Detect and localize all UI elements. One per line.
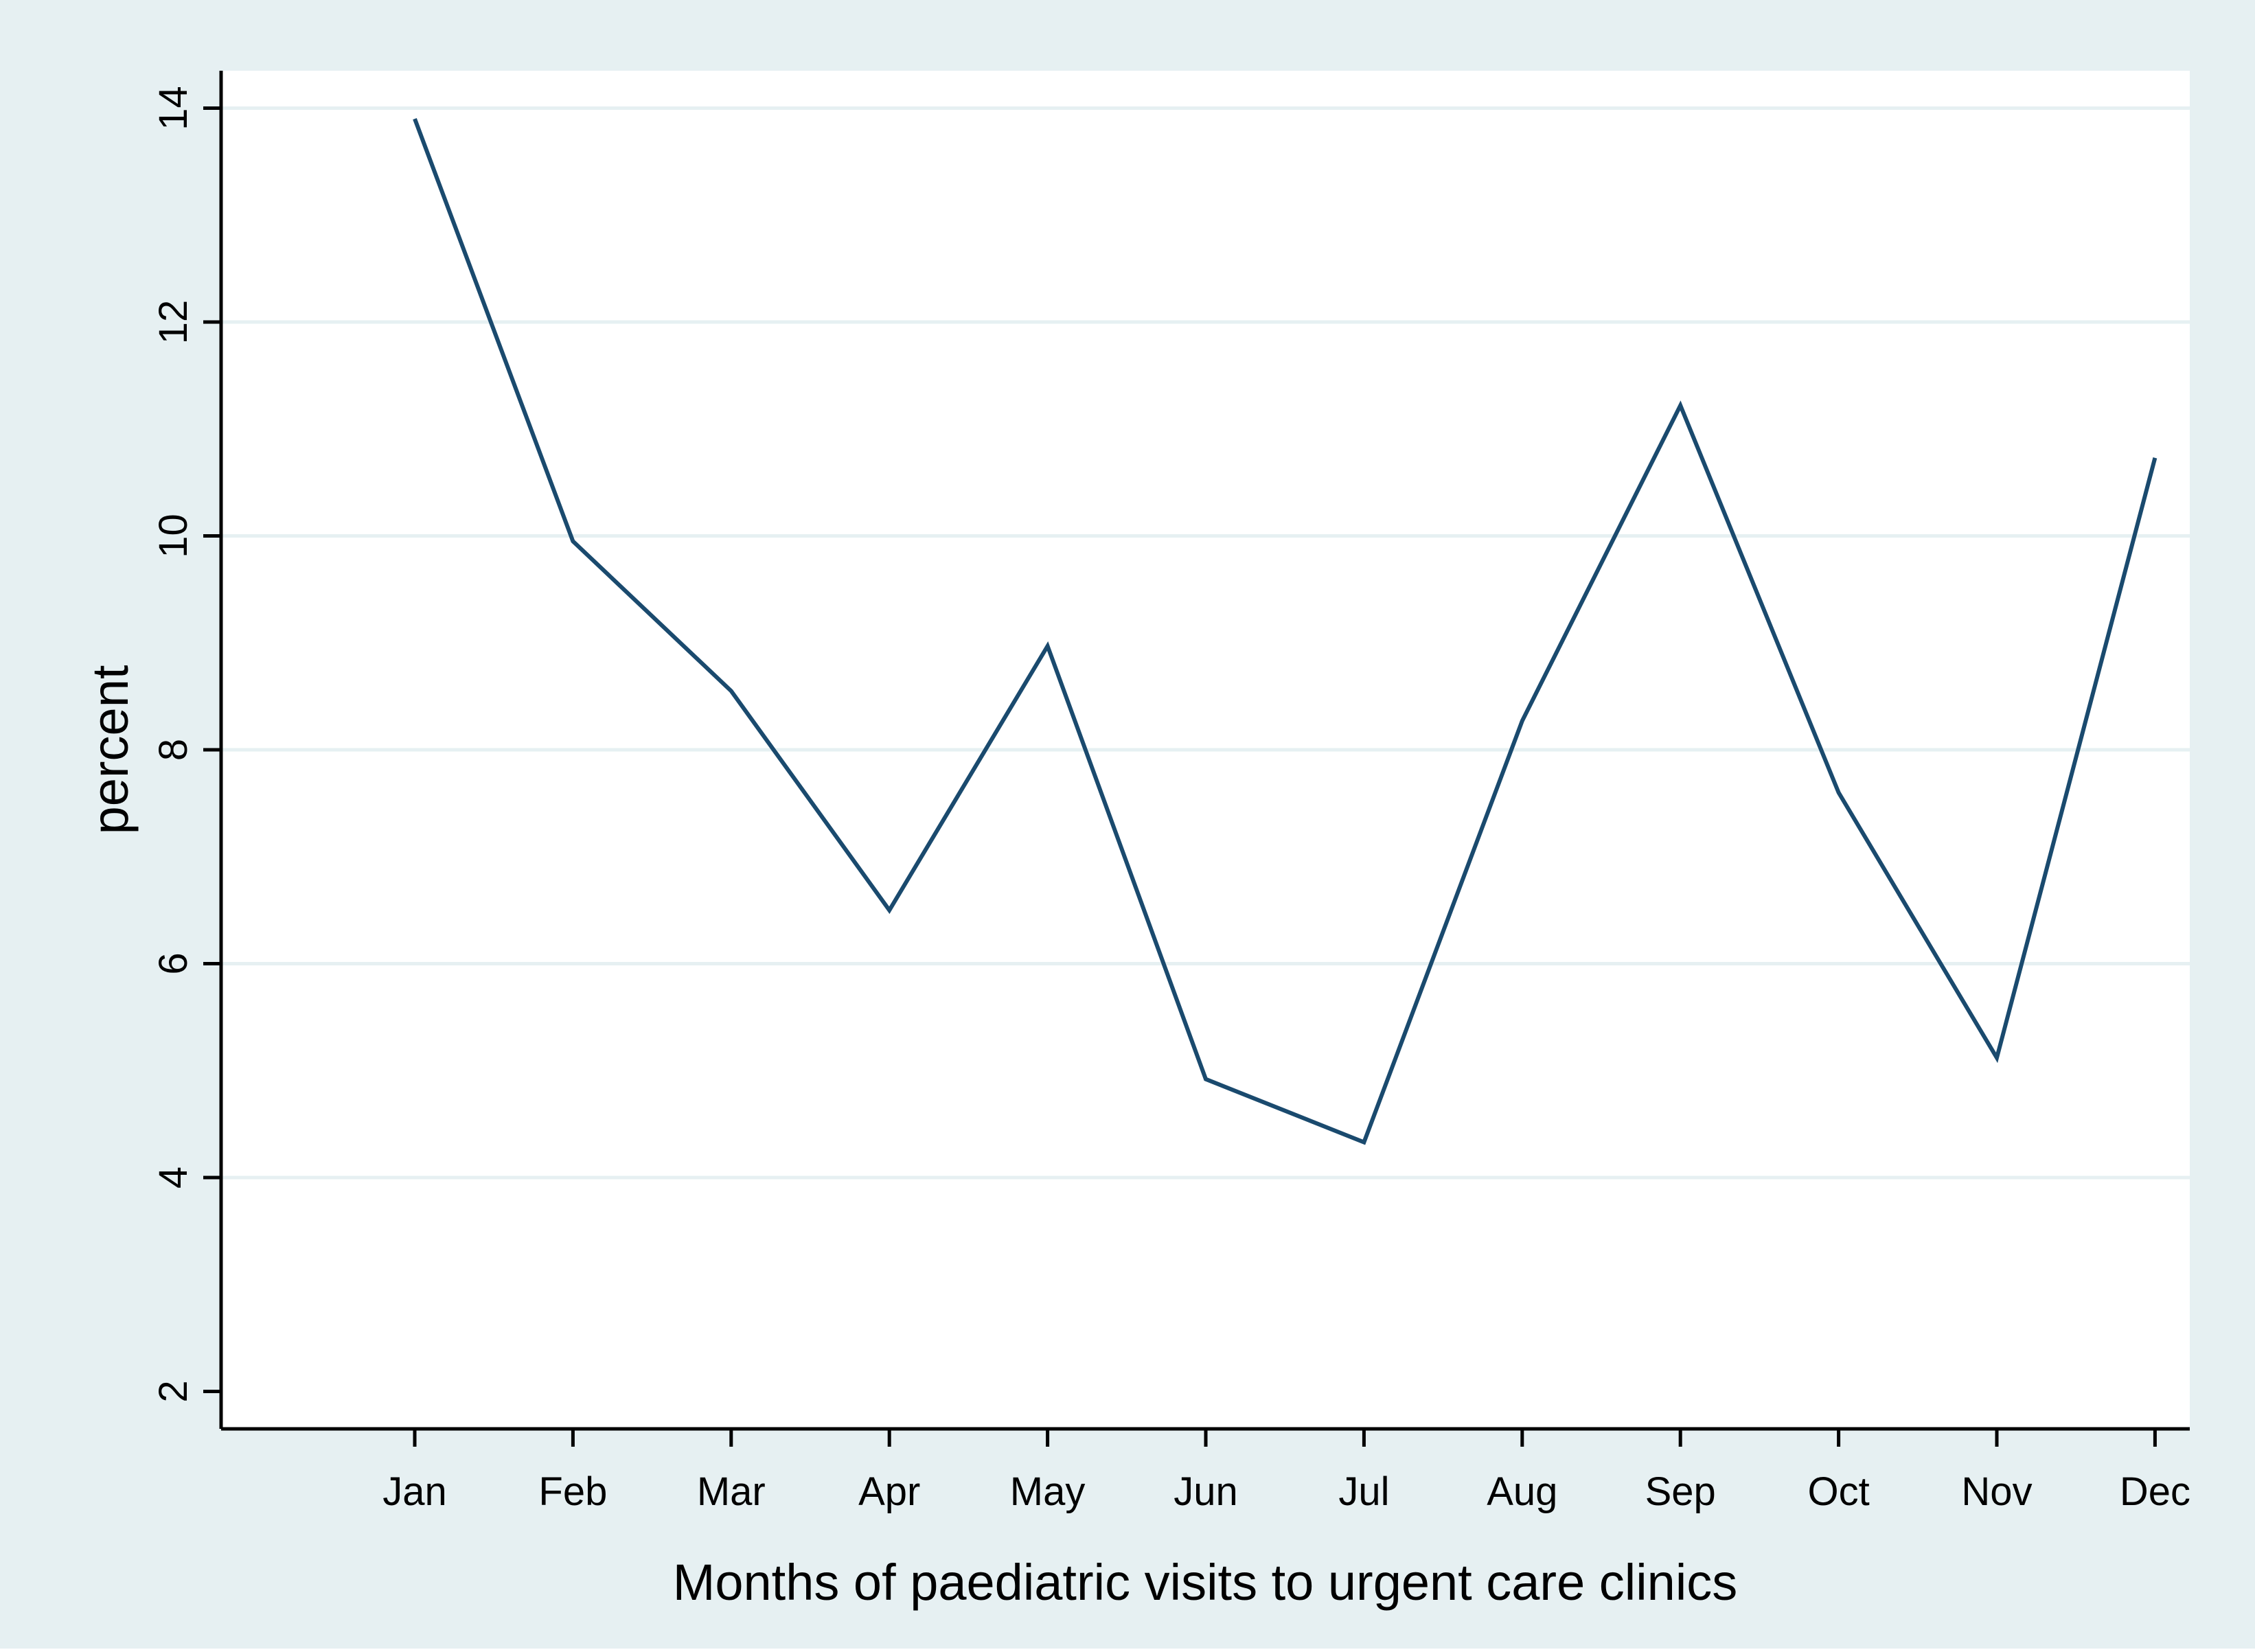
x-tick-label-dec: Dec	[2120, 1469, 2190, 1514]
y-tick-label: 14	[151, 86, 196, 130]
x-axis-title: Months of paediatric visits to urgent ca…	[673, 1554, 1738, 1611]
x-tick-label-jan: Jan	[382, 1469, 447, 1514]
y-tick-label: 10	[151, 514, 196, 558]
y-ticks: 2 4 6 8 10 12 14	[151, 86, 221, 1403]
x-tick-label-sep: Sep	[1645, 1469, 1716, 1514]
x-tick-label-mar: Mar	[697, 1469, 766, 1514]
x-tick-label-jul: Jul	[1338, 1469, 1389, 1514]
x-tick-label-jun: Jun	[1174, 1469, 1238, 1514]
x-tick-label-nov: Nov	[1961, 1469, 2032, 1514]
x-tick-label-oct: Oct	[1807, 1469, 1869, 1514]
y-tick-label: 8	[151, 739, 196, 761]
y-axis-title: percent	[82, 665, 139, 834]
series-line-0	[413, 118, 2157, 1145]
x-tick-label-may: May	[1010, 1469, 1086, 1514]
x-ticks: Jan Feb Mar Apr May Jun Jul Aug Sep Oct Nov Dec	[382, 1429, 2190, 1514]
y-tick-label: 12	[151, 300, 196, 345]
x-tick-label-apr: Apr	[858, 1469, 920, 1514]
y-tick-label: 4	[151, 1167, 196, 1189]
x-tick-label-feb: Feb	[538, 1469, 607, 1514]
x-tick-label-aug: Aug	[1487, 1469, 1557, 1514]
y-tick-label: 2	[151, 1380, 196, 1402]
y-tick-label: 6	[151, 952, 196, 974]
gridlines	[221, 106, 2190, 1180]
series	[413, 118, 2157, 1145]
